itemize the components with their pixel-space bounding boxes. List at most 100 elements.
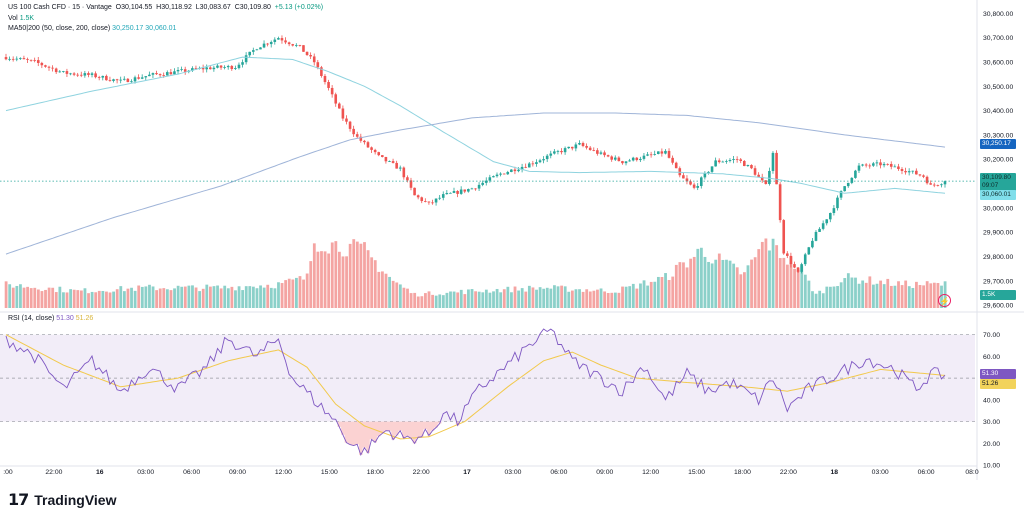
volume-bar [477, 291, 481, 308]
volume-bar [87, 293, 90, 308]
volume-bar [585, 289, 589, 308]
candle-body [416, 195, 420, 198]
time-tick-label: 03:00 [137, 469, 154, 476]
candle-body [832, 208, 836, 214]
candle-body [789, 255, 793, 265]
candle-body [277, 38, 280, 40]
volume-bar [889, 285, 893, 308]
volume-bar [474, 291, 477, 308]
candle-body [259, 47, 262, 50]
volume-bar [492, 291, 495, 308]
volume-bar [398, 284, 402, 308]
candle-body [144, 76, 148, 78]
candle-body [434, 198, 438, 203]
candle-body [208, 67, 212, 70]
volume-bar [660, 277, 664, 308]
volume-bar [148, 284, 151, 308]
candle-body [502, 173, 506, 175]
volume-bar [929, 283, 933, 308]
volume-bar [191, 285, 194, 308]
rsi-tick-label: 10.00 [983, 463, 1000, 470]
volume-bar [29, 288, 33, 308]
candle-body [904, 170, 907, 173]
volume-bar [255, 288, 259, 308]
volume-bar [581, 291, 585, 308]
last-price-value: 30,109.80 [982, 174, 1011, 181]
volume-bar [692, 256, 696, 308]
candle-body [513, 169, 517, 172]
volume-bar [230, 286, 234, 308]
price-tick-label: 30,300.00 [983, 132, 1013, 139]
time-tick-label: 03:00 [872, 469, 889, 476]
candle-body [363, 140, 366, 143]
candle-body [338, 103, 341, 109]
lightning-icon[interactable]: ⚡ [938, 294, 951, 307]
candle-body [714, 160, 717, 167]
candle-body [570, 146, 574, 149]
candle-body [47, 66, 51, 68]
candle-body [295, 45, 298, 46]
candle-body [15, 58, 19, 60]
rsi-label: RSI (14, close) [8, 315, 55, 322]
candle-body [861, 164, 864, 166]
candle-body [624, 161, 628, 164]
candle-body [707, 171, 710, 174]
volume-bar [366, 250, 370, 308]
time-tick-label: 22:00 [45, 469, 62, 476]
candle-body [302, 45, 305, 52]
candle-body [854, 170, 857, 178]
volume-bar [936, 283, 940, 308]
candle-body [151, 73, 155, 75]
volume-bar [463, 294, 467, 308]
volume-bar [302, 279, 305, 308]
candle-body [889, 163, 893, 167]
volume-bar [606, 293, 610, 308]
volume-bar [470, 289, 474, 308]
candle-body [169, 72, 173, 75]
candle-body [58, 71, 62, 73]
candle-body [778, 184, 782, 221]
volume-bar [642, 280, 646, 308]
volume-bar [836, 286, 839, 308]
candle-body [212, 67, 216, 70]
candle-body [36, 60, 40, 63]
ma200-line [5, 112, 946, 255]
volume-bar [266, 284, 270, 308]
volume-bar [757, 249, 761, 308]
volume-bar [578, 289, 581, 308]
candle-body [753, 168, 757, 175]
candle-body [911, 170, 915, 172]
candle-body [398, 167, 402, 169]
candle-body [768, 170, 771, 184]
volume-bar [155, 290, 159, 308]
volume-bar [388, 276, 391, 308]
candle-body [671, 157, 674, 163]
volume-bar [341, 256, 345, 308]
candle-body [72, 73, 76, 75]
volume-bar [510, 292, 513, 308]
volume-bar [549, 288, 553, 308]
volume-bar [97, 290, 101, 308]
volume-bar [79, 290, 83, 308]
volume-bar [119, 286, 123, 308]
volume-bar [545, 287, 549, 308]
candle-body [814, 231, 818, 241]
volume-bar [560, 285, 564, 308]
candle-body [642, 155, 646, 159]
volume-bar [732, 263, 736, 308]
volume-bar [796, 269, 800, 308]
volume-bar [187, 285, 191, 308]
candle-body [492, 176, 495, 178]
candle-body [266, 43, 269, 45]
candle-body [226, 65, 230, 68]
volume-bar [345, 256, 348, 308]
volume-bar [907, 286, 911, 308]
volume-bar [234, 290, 237, 308]
tradingview-logo[interactable]: 17 TradingView [8, 490, 116, 509]
volume-bar [413, 292, 417, 308]
candle-body [922, 175, 925, 177]
volume-bar [678, 262, 682, 308]
volume-bar [768, 250, 771, 308]
candle-body [40, 62, 44, 66]
